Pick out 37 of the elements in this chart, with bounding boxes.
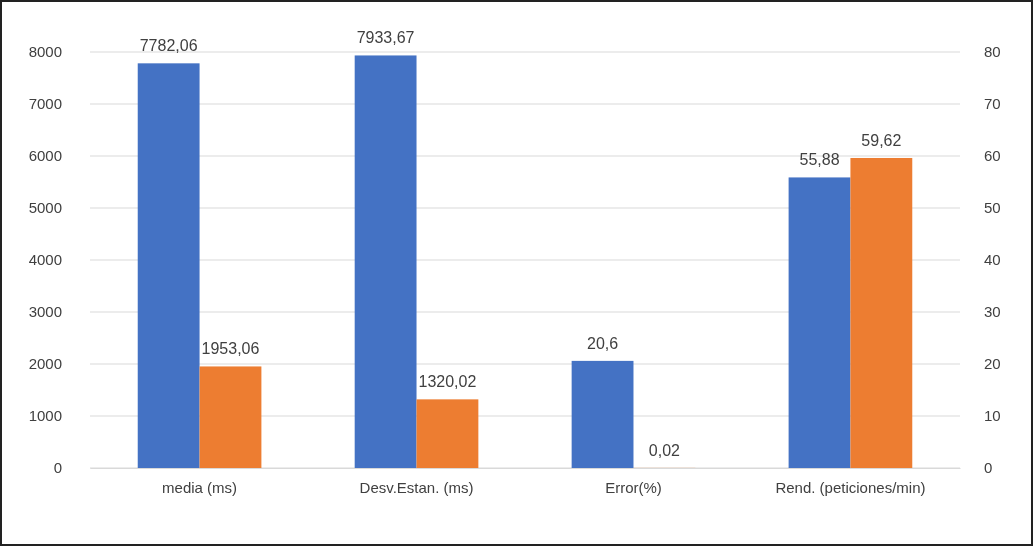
data-label: 20,6 <box>586 334 619 352</box>
x-tick-label: Rend. (peticiones/min) <box>775 478 926 496</box>
y-tick-label: 8000 <box>28 43 62 61</box>
bar <box>137 63 200 468</box>
y2-tick-label: 70 <box>984 95 1001 113</box>
x-tick-label: Desv.Estan. (ms) <box>359 478 474 496</box>
data-label: 7933,67 <box>356 29 415 47</box>
bar <box>788 177 851 468</box>
bar <box>354 55 417 468</box>
y-tick-label: 2000 <box>28 355 62 373</box>
y2-tick-label: 30 <box>984 303 1001 321</box>
data-label: 0,02 <box>648 441 681 459</box>
bar <box>199 366 262 468</box>
x-tick-label: Error(%) <box>605 478 662 496</box>
x-tick-label: media (ms) <box>162 478 238 496</box>
y-tick-label: 3000 <box>28 303 62 321</box>
bar <box>850 157 913 468</box>
y-tick-label: 7000 <box>28 95 62 113</box>
data-label: 1953,06 <box>201 340 260 358</box>
y-tick-label: 5000 <box>28 199 62 217</box>
y2-tick-label: 0 <box>984 459 993 477</box>
y2-tick-label: 20 <box>984 355 1001 373</box>
y2-tick-label: 60 <box>984 147 1001 165</box>
y2-tick-label: 40 <box>984 251 1001 269</box>
data-label: 55,88 <box>799 151 840 169</box>
y-tick-label: 6000 <box>28 147 62 165</box>
bar <box>571 360 634 468</box>
y-tick-label: 4000 <box>28 251 62 269</box>
bar <box>416 399 479 468</box>
data-label: 59,62 <box>861 131 902 149</box>
data-label: 7782,06 <box>139 37 198 55</box>
y2-tick-label: 80 <box>984 43 1001 61</box>
data-label: 1320,02 <box>418 373 477 391</box>
y-tick-label: 1000 <box>28 407 62 425</box>
y-tick-label: 0 <box>53 459 62 477</box>
y2-tick-label: 10 <box>984 407 1001 425</box>
y2-tick-label: 50 <box>984 199 1001 217</box>
